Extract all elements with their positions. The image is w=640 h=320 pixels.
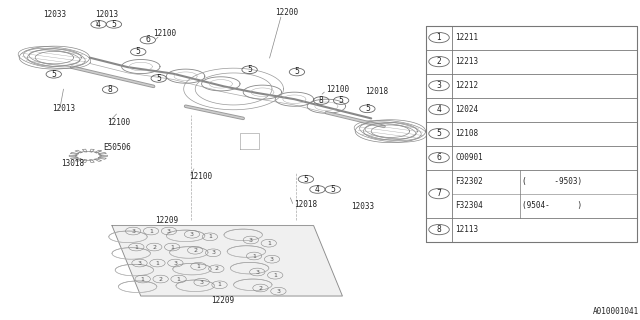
- Text: 7: 7: [436, 189, 442, 198]
- Text: 12209: 12209: [155, 216, 178, 225]
- Text: 12209: 12209: [211, 296, 234, 305]
- Text: (      -9503): ( -9503): [522, 177, 582, 186]
- Text: (9504-      ): (9504- ): [522, 201, 582, 210]
- Text: 3: 3: [190, 232, 194, 237]
- Text: 12024: 12024: [455, 105, 478, 114]
- Text: 4: 4: [315, 185, 320, 194]
- Bar: [426, 26, 637, 242]
- Text: 3: 3: [436, 81, 442, 90]
- Text: 3: 3: [211, 250, 215, 255]
- Text: 3: 3: [138, 260, 141, 266]
- Text: 12033: 12033: [351, 202, 374, 211]
- Text: 1: 1: [170, 244, 174, 250]
- Text: 5: 5: [330, 185, 335, 194]
- Text: E50506: E50506: [104, 143, 131, 152]
- Text: 5: 5: [247, 65, 252, 74]
- Text: 4: 4: [436, 105, 442, 114]
- Text: 1: 1: [149, 228, 153, 234]
- Text: 2: 2: [259, 285, 262, 291]
- Text: 12212: 12212: [455, 81, 478, 90]
- Text: 12100: 12100: [154, 29, 177, 38]
- Text: 8: 8: [319, 96, 324, 105]
- Text: 3: 3: [276, 289, 280, 294]
- Text: 5: 5: [111, 20, 116, 29]
- Text: 3: 3: [131, 228, 135, 234]
- Text: 1: 1: [177, 276, 180, 282]
- Text: 3: 3: [270, 257, 274, 262]
- Text: 12033: 12033: [44, 10, 67, 19]
- Text: 5: 5: [156, 74, 161, 83]
- Text: 6: 6: [145, 36, 150, 44]
- Text: 12100: 12100: [326, 85, 349, 94]
- Text: 12211: 12211: [455, 33, 478, 42]
- Text: 8: 8: [108, 85, 113, 94]
- Text: 1: 1: [252, 253, 256, 259]
- Text: 1: 1: [141, 276, 145, 282]
- Text: 6: 6: [436, 153, 442, 162]
- Text: F32302: F32302: [455, 177, 483, 186]
- Text: 5: 5: [436, 129, 442, 138]
- Text: 1: 1: [267, 241, 271, 246]
- Text: 5: 5: [51, 70, 56, 79]
- Text: 12013: 12013: [95, 10, 118, 19]
- Text: 2: 2: [214, 266, 218, 271]
- Text: 12108: 12108: [455, 129, 478, 138]
- Text: 8: 8: [436, 225, 442, 234]
- Text: 2: 2: [193, 248, 197, 253]
- Text: 12100: 12100: [108, 118, 131, 127]
- Text: 12113: 12113: [455, 225, 478, 234]
- Text: 12100: 12100: [189, 172, 212, 181]
- Text: 3: 3: [255, 269, 259, 275]
- Text: 5: 5: [294, 68, 300, 76]
- Text: 1: 1: [436, 33, 442, 42]
- Text: 12200: 12200: [275, 8, 298, 17]
- Text: 1: 1: [134, 244, 138, 250]
- Text: 3: 3: [173, 260, 177, 266]
- Text: 3: 3: [249, 237, 253, 243]
- Text: 5: 5: [136, 47, 141, 56]
- Text: 1: 1: [208, 234, 212, 239]
- Text: 12018: 12018: [365, 87, 388, 96]
- Polygon shape: [112, 226, 342, 296]
- Text: A010001041: A010001041: [593, 307, 639, 316]
- Text: 1: 1: [196, 264, 200, 269]
- Text: 12213: 12213: [455, 57, 478, 66]
- Text: 13018: 13018: [61, 159, 84, 168]
- Text: 5: 5: [339, 96, 344, 105]
- Text: 3: 3: [167, 228, 171, 234]
- Text: 12018: 12018: [294, 200, 317, 209]
- Text: 1: 1: [218, 282, 221, 287]
- Text: F32304: F32304: [455, 201, 483, 210]
- Text: 2: 2: [436, 57, 442, 66]
- Text: 2: 2: [159, 276, 163, 282]
- Text: C00901: C00901: [455, 153, 483, 162]
- Text: 4: 4: [96, 20, 101, 29]
- Text: 12013: 12013: [52, 104, 76, 113]
- Text: 2: 2: [152, 244, 156, 250]
- Text: 5: 5: [365, 104, 370, 113]
- Text: 1: 1: [156, 260, 159, 266]
- Text: 3: 3: [200, 280, 204, 285]
- Text: 5: 5: [303, 175, 308, 184]
- Text: 1: 1: [273, 273, 277, 278]
